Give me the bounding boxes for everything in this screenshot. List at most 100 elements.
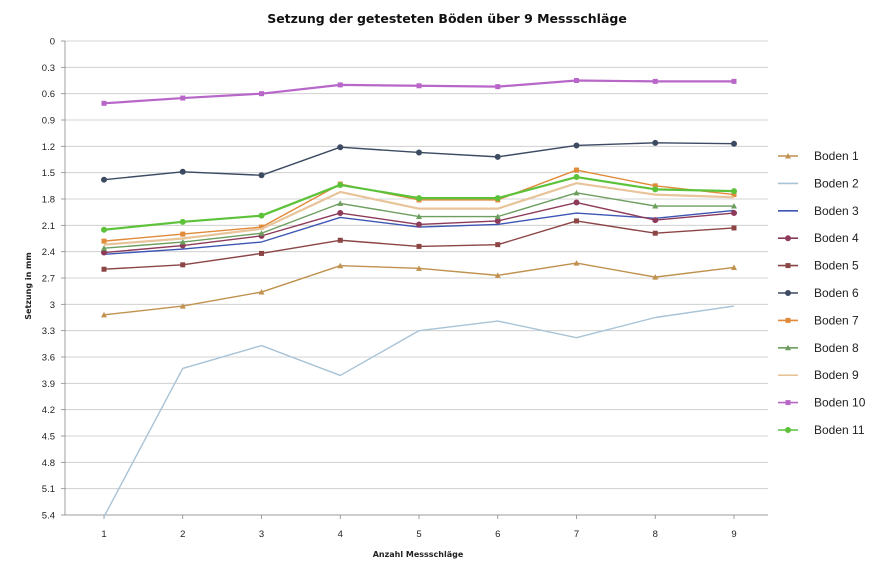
data-point: [337, 181, 344, 188]
legend-label: Boden 1: [814, 149, 859, 163]
y-tick-label: 1.8: [42, 195, 55, 206]
y-tick-label: 5.1: [42, 484, 55, 495]
data-point: [495, 242, 501, 248]
series-boden-10: [101, 78, 737, 106]
data-point: [652, 78, 658, 84]
legend-label: Boden 4: [814, 231, 859, 245]
data-point: [785, 153, 791, 159]
data-point: [179, 168, 186, 175]
y-tick-label: 2.4: [42, 247, 55, 258]
data-point: [180, 262, 186, 268]
legend-item: Boden 10: [778, 396, 866, 410]
data-point: [495, 84, 501, 90]
data-point: [258, 289, 265, 295]
x-tick-label: 6: [495, 529, 500, 540]
legend-item: Boden 5: [778, 259, 859, 273]
legend-item: Boden 7: [778, 313, 859, 327]
series-boden-4: [101, 199, 737, 256]
data-point: [101, 249, 107, 256]
y-tick-label: 0.6: [42, 89, 55, 100]
series-boden-2: [103, 305, 735, 518]
data-point: [785, 427, 791, 433]
series-boden-6: [101, 139, 737, 183]
data-point: [652, 186, 659, 193]
y-tick-label: 2.1: [42, 221, 55, 232]
data-point: [731, 210, 737, 217]
data-point: [494, 217, 501, 224]
data-point: [416, 195, 422, 202]
data-point: [731, 192, 737, 198]
y-axis-label: Setzung in mm: [24, 252, 33, 319]
y-tick-label: 3.9: [42, 379, 55, 390]
data-point: [652, 203, 659, 209]
data-point: [573, 199, 580, 206]
data-point: [652, 183, 658, 189]
x-tick-label: 7: [574, 529, 579, 540]
data-point: [416, 265, 422, 271]
y-tick-label: 1.2: [42, 142, 55, 153]
data-point: [416, 213, 422, 220]
x-tick-label: 9: [731, 529, 736, 540]
data-point: [259, 91, 264, 97]
y-tick-label: 3.3: [42, 326, 55, 337]
data-point: [258, 230, 265, 236]
data-point: [494, 195, 501, 202]
legend-item: Boden 2: [778, 176, 859, 190]
data-point: [785, 263, 791, 269]
legend-item: Boden 6: [778, 286, 859, 300]
data-point: [101, 245, 107, 251]
data-point: [337, 210, 344, 217]
legend-item: Boden 4: [778, 231, 859, 245]
series-line: [103, 262, 735, 316]
legend-label: Boden 3: [814, 204, 859, 218]
y-tick-label: 0.3: [42, 63, 55, 74]
chart-title: Setzung der getesteten Böden über 9 Mess…: [267, 11, 627, 26]
data-point: [259, 224, 264, 230]
data-point: [258, 172, 265, 179]
legend-label: Boden 2: [814, 176, 859, 190]
data-point: [416, 221, 422, 228]
data-point: [180, 95, 186, 101]
data-point: [494, 272, 501, 278]
legend-label: Boden 11: [814, 423, 865, 437]
legend-item: Boden 3: [778, 204, 859, 218]
data-point: [785, 290, 791, 296]
grid: [64, 40, 768, 516]
y-tick-label: 0.9: [42, 116, 55, 127]
data-point: [101, 176, 107, 183]
data-point: [258, 212, 265, 219]
series-boden-5: [101, 218, 737, 272]
data-point: [731, 225, 737, 231]
legend-label: Boden 7: [814, 313, 859, 327]
legend-label: Boden 9: [814, 368, 859, 382]
series-boden-9: [103, 182, 735, 246]
data-point: [337, 144, 344, 151]
y-axis-ticks: 0 0.3 0.6 0.9 1.2 1.5 1.8 2.1 2.4 2.7 3 3.3 3.6 3.9 4.…: [42, 37, 65, 522]
data-point: [652, 230, 658, 236]
legend-item: Boden 11: [778, 423, 865, 437]
data-point: [731, 140, 737, 147]
legend-item: Boden 9: [778, 368, 859, 382]
data-point: [101, 238, 107, 244]
data-point: [573, 189, 580, 196]
x-tick-label: 2: [180, 529, 185, 540]
data-point: [259, 250, 264, 256]
series-line: [103, 182, 735, 246]
data-point: [574, 78, 579, 83]
data-point: [652, 274, 659, 280]
x-tick-label: 4: [338, 529, 343, 540]
x-tick-label: 3: [259, 529, 264, 540]
y-tick-label: 3: [50, 300, 55, 311]
data-point: [574, 167, 579, 173]
series-boden-8: [101, 189, 737, 251]
data-point: [337, 262, 344, 269]
y-tick-label: 1.5: [42, 168, 55, 179]
legend-item: Boden 8: [778, 341, 859, 355]
data-point: [416, 149, 422, 156]
x-tick-label: 1: [101, 529, 106, 540]
y-tick-label: 4.8: [42, 458, 55, 469]
data-point: [101, 100, 107, 106]
data-point: [785, 317, 791, 323]
data-point: [179, 239, 186, 245]
